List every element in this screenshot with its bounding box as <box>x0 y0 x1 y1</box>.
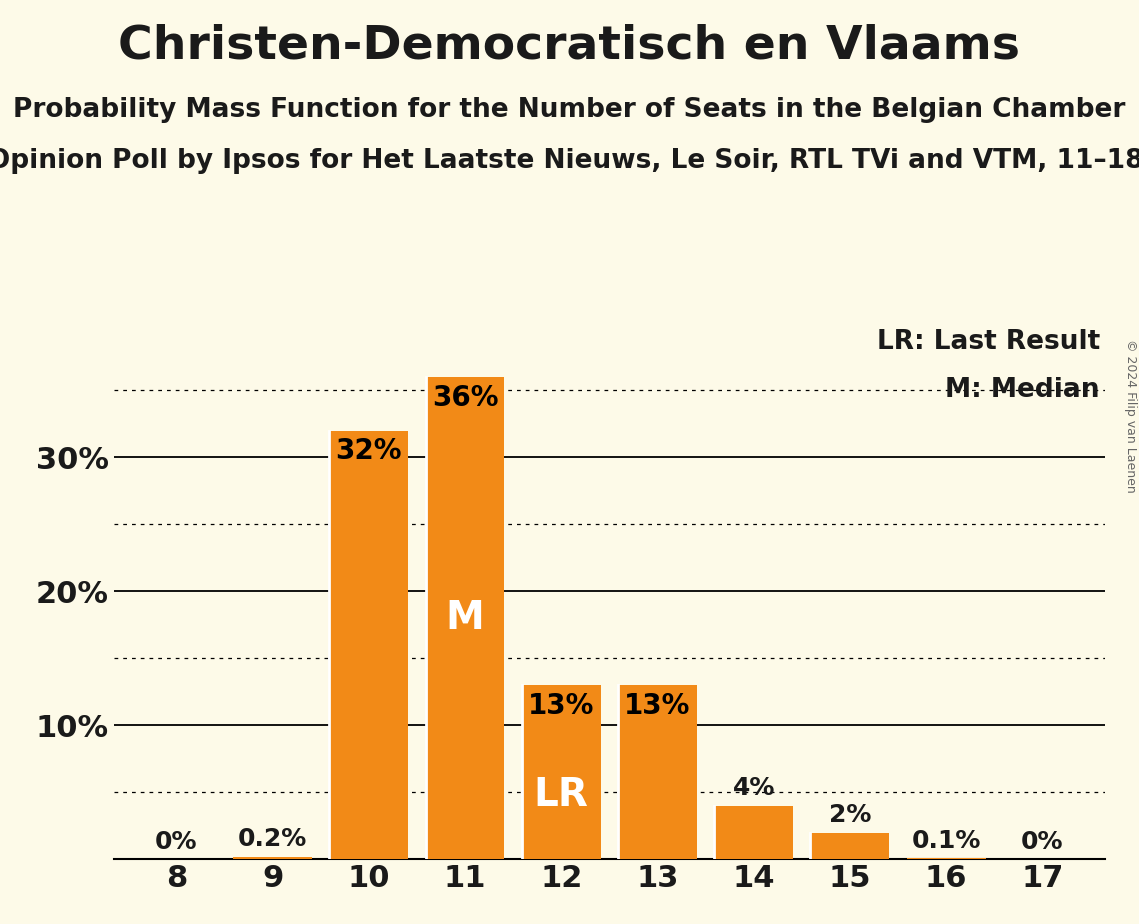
Bar <box>329 431 408 859</box>
Bar <box>907 858 985 859</box>
Text: LR: Last Result: LR: Last Result <box>877 329 1100 355</box>
Text: 13%: 13% <box>624 692 690 720</box>
Text: 36%: 36% <box>432 383 498 412</box>
Text: Probability Mass Function for the Number of Seats in the Belgian Chamber: Probability Mass Function for the Number… <box>14 97 1125 123</box>
Bar <box>522 686 600 859</box>
Bar <box>426 377 505 859</box>
Text: 0.1%: 0.1% <box>911 829 981 853</box>
Text: © 2024 Filip van Laenen: © 2024 Filip van Laenen <box>1124 339 1137 492</box>
Text: M: Median: M: Median <box>945 377 1100 403</box>
Bar <box>233 857 312 859</box>
Text: M: M <box>445 599 484 638</box>
Text: 0.2%: 0.2% <box>238 827 308 851</box>
Bar <box>811 833 890 859</box>
Text: 4%: 4% <box>732 776 775 800</box>
Text: Christen-Democratisch en Vlaams: Christen-Democratisch en Vlaams <box>118 23 1021 68</box>
Text: on an Opinion Poll by Ipsos for Het Laatste Nieuws, Le Soir, RTL TVi and VTM, 11: on an Opinion Poll by Ipsos for Het Laat… <box>0 148 1139 174</box>
Text: 13%: 13% <box>528 692 595 720</box>
Text: 0%: 0% <box>155 830 198 854</box>
Text: 32%: 32% <box>336 437 402 466</box>
Text: 2%: 2% <box>829 803 871 827</box>
Bar <box>714 806 793 859</box>
Text: LR: LR <box>534 776 589 814</box>
Text: 0%: 0% <box>1021 830 1064 854</box>
Bar <box>618 686 697 859</box>
